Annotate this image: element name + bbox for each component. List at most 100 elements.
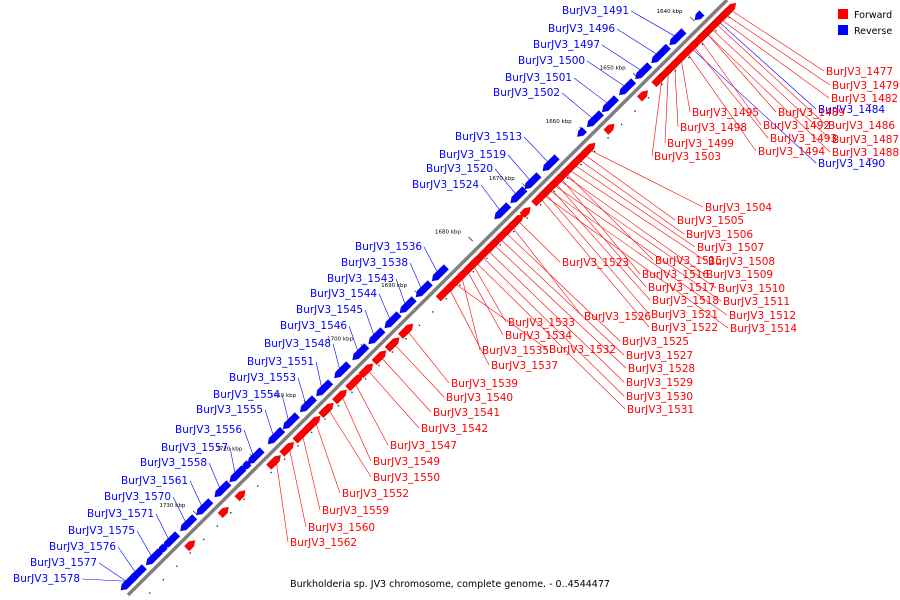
gene-arrow-forward [385,340,397,352]
gene-label-forward: BurJV3_1531 [627,404,694,416]
minor-tick [149,592,151,594]
callout-line [712,29,831,140]
minor-tick [364,378,367,380]
minor-tick [270,471,272,474]
callout-line [395,278,406,305]
gene-label-forward: BurJV3_1533 [508,317,575,329]
callout-line [721,20,830,99]
minor-tick [701,43,704,45]
gene-label-forward: BurJV3_1494 [758,146,825,158]
gene-label-forward: BurJV3_1522 [651,322,718,334]
gene-arrow-reverse [431,264,450,282]
gene-arrow-reverse [415,280,433,298]
gene-label-reverse: BurJV3_1513 [455,131,522,143]
gene-label-reverse: BurJV3_1545 [296,304,363,316]
tick-label: 1640 kbp [657,9,683,15]
callout-line [480,184,501,211]
gene-arrow-reverse [196,498,214,516]
callout-line [507,154,531,181]
minor-tick [715,29,717,32]
gene-label-forward: BurJV3_1559 [322,505,389,517]
gene-label-reverse: BurJV3_1543 [327,273,394,285]
minor-tick [445,297,448,300]
minor-tick [526,217,529,219]
callout-line [556,184,647,288]
gene-label-reverse: BurJV3_1548 [264,338,331,350]
callout-line [707,34,831,153]
gene-label-reverse: BurJV3_1557 [161,442,228,454]
callout-line [408,331,450,384]
minor-tick [176,565,178,568]
callout-line [687,54,757,152]
minor-tick [566,177,569,179]
gene-label-forward: BurJV3_1537 [491,360,558,372]
tick-label: 1730 kbp [159,503,185,509]
gene-label-reverse: BurJV3_1520 [426,163,493,175]
gene-arrow-reverse [275,426,286,437]
minor-tick [580,163,582,166]
gene-label-forward: BurJV3_1549 [373,456,440,468]
callout-line [423,246,438,273]
gene-label-reverse: BurJV3_1484 [818,104,885,116]
callout-line [523,136,549,163]
minor-tick [688,56,690,59]
gene-label-reverse: BurJV3_1538 [341,257,408,269]
gene-label-forward: BurJV3_1523 [562,257,629,269]
gene-arrow-forward [371,350,387,366]
gene-arrow-reverse [299,395,318,413]
gene-arrow-reverse [241,460,252,471]
callout-line [681,60,691,113]
minor-tick [472,270,475,273]
gene-arrow-forward [401,323,414,335]
callout-line [694,47,769,139]
gene-arrow-reverse [669,28,687,46]
tick-label: 1690 kbp [381,283,407,289]
callout-line [717,24,827,126]
gene-arrow-forward [636,90,649,102]
gene-arrow-reverse [618,78,637,96]
callout-line [449,290,490,366]
callout-line [719,22,817,110]
callout-line [297,377,306,404]
callout-line [409,262,422,289]
gene-arrow-forward [469,256,481,269]
minor-tick [391,351,394,353]
gene-label-forward: BurJV3_1518 [652,295,719,307]
gene-features [120,2,737,591]
callout-line [189,480,203,507]
gene-arrow-reverse [586,110,605,128]
callout-line [561,92,593,119]
callout-line [208,462,221,489]
gene-arrow-reverse [524,172,542,190]
legend-reverse-swatch [838,25,848,35]
tick-label: 1720 kbp [216,446,242,452]
gene-label-reverse: BurJV3_1551 [247,356,314,368]
gene-label-forward: BurJV3_1552 [342,488,409,500]
legend: Forward Reverse [838,9,892,37]
tick-mark [579,126,584,132]
tick-label: 1660 kbp [546,119,572,125]
gene-label-reverse: BurJV3_1575 [68,525,135,537]
minor-tick [189,552,192,554]
gene-label-reverse: BurJV3_1500 [518,55,585,67]
gene-label-forward: BurJV3_1498 [680,122,747,134]
tick-mark [468,236,473,242]
gene-arrow-reverse [334,361,352,379]
gene-label-forward: BurJV3_1526 [584,311,651,323]
callout-line [394,344,445,398]
gene-arrow-forward [234,490,246,502]
gene-arrow-reverse [368,327,386,345]
legend-forward-label: Forward [854,10,892,21]
gene-label-forward: BurJV3_1534 [505,330,572,342]
tick-mark [249,453,255,459]
gene-label-forward: BurJV3_1482 [831,93,898,105]
gene-arrow-reverse [494,202,512,220]
tick-label: 1700 kbp [327,336,353,342]
minor-tick [229,511,232,514]
gene-label-reverse: BurJV3_1578 [13,573,80,585]
callout-line [541,199,650,328]
callout-line [276,462,289,543]
gene-label-reverse: BurJV3_1497 [533,39,600,51]
gene-arrow-forward [519,206,531,219]
gene-arrow-reverse [542,154,560,172]
